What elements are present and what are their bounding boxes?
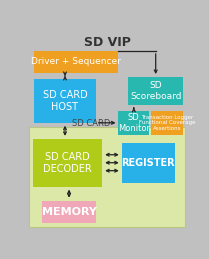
Bar <box>34 79 96 123</box>
Text: SD VIP: SD VIP <box>84 36 131 49</box>
Bar <box>128 77 183 105</box>
Bar <box>151 111 183 135</box>
Text: MEMORY: MEMORY <box>42 207 97 217</box>
Bar <box>29 127 185 227</box>
Text: Transaction Logger
Functional Coverage
Assertions: Transaction Logger Functional Coverage A… <box>139 114 195 131</box>
Text: REGISTER: REGISTER <box>122 158 175 168</box>
Text: SD
Monitor: SD Monitor <box>118 113 150 133</box>
Text: SD CARD: SD CARD <box>72 119 110 128</box>
Text: Driver + Sequencer: Driver + Sequencer <box>31 57 121 67</box>
Text: SD CARD
DECODER: SD CARD DECODER <box>43 152 92 174</box>
Bar <box>42 200 96 222</box>
Text: SD
Scoreboard: SD Scoreboard <box>130 81 181 100</box>
Bar <box>119 111 149 135</box>
Bar <box>33 139 102 187</box>
Bar <box>34 51 119 73</box>
Text: SD CARD
HOST: SD CARD HOST <box>43 90 87 112</box>
Bar <box>122 143 175 183</box>
